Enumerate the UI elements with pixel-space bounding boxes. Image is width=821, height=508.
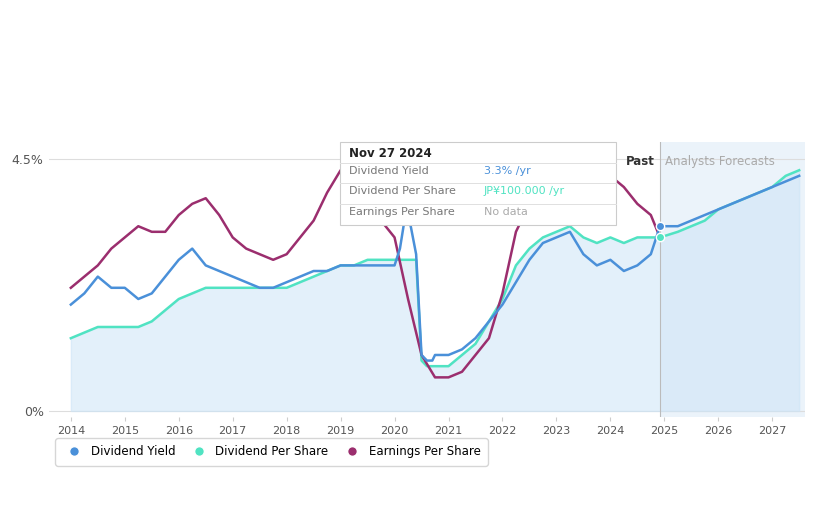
Text: Dividend Yield: Dividend Yield bbox=[349, 166, 429, 176]
Text: 3.3% /yr: 3.3% /yr bbox=[484, 166, 530, 176]
Text: Nov 27 2024: Nov 27 2024 bbox=[349, 147, 432, 160]
Text: Earnings Per Share: Earnings Per Share bbox=[349, 207, 455, 217]
Text: No data: No data bbox=[484, 207, 527, 217]
FancyBboxPatch shape bbox=[340, 142, 616, 225]
Text: Dividend Per Share: Dividend Per Share bbox=[349, 186, 456, 196]
Text: Analysts Forecasts: Analysts Forecasts bbox=[665, 154, 775, 168]
Bar bbox=[660, 142, 805, 417]
Text: JP¥100.000 /yr: JP¥100.000 /yr bbox=[484, 186, 565, 196]
Legend: Dividend Yield, Dividend Per Share, Earnings Per Share: Dividend Yield, Dividend Per Share, Earn… bbox=[55, 438, 488, 465]
Text: Past: Past bbox=[626, 154, 654, 168]
